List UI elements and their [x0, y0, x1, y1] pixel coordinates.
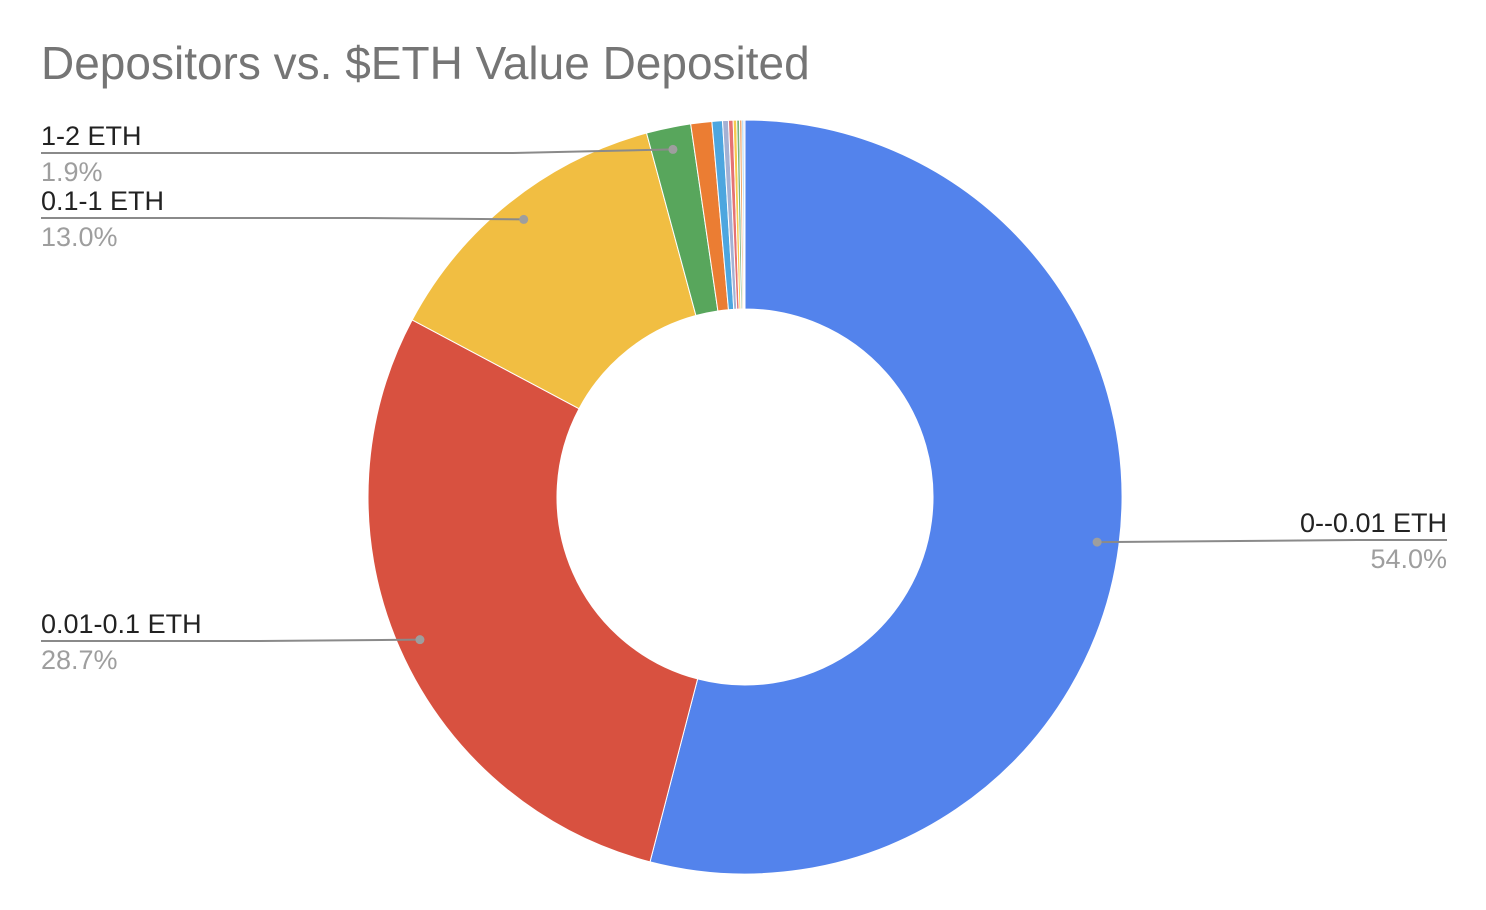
slice-label: 0.1-1 ETH: [41, 186, 164, 216]
leader-dot: [519, 214, 529, 224]
slice-percent-label: 1.9%: [41, 157, 103, 187]
slice-label: 1-2 ETH: [41, 121, 142, 151]
leader-dot: [668, 144, 678, 154]
pie-slice: [649, 119, 1123, 875]
slice-percent-label: 13.0%: [41, 222, 118, 252]
slice-percent-label: 28.7%: [41, 645, 118, 675]
leader-dot: [1092, 537, 1102, 547]
leader-line: [1097, 539, 1447, 544]
pie-slice: [411, 132, 697, 410]
slice-label: 0.01-0.1 ETH: [41, 609, 202, 639]
leader-line: [41, 148, 673, 154]
leader-line: [41, 217, 524, 221]
slice-label: 0--0.01 ETH: [1300, 508, 1447, 538]
chart-title: Depositors vs. $ETH Value Deposited: [41, 37, 810, 89]
labels-group: 0--0.01 ETH 54.0% 0.01-0.1 ETH 28.7% 0.1-1 E…: [41, 121, 1447, 675]
pie-slice: [367, 319, 699, 863]
pie-slice: [743, 119, 746, 310]
leader-line: [41, 638, 420, 642]
slices-group: [367, 119, 1123, 875]
slice-percent-label: 54.0%: [1370, 544, 1447, 574]
leader-dot: [415, 635, 425, 645]
